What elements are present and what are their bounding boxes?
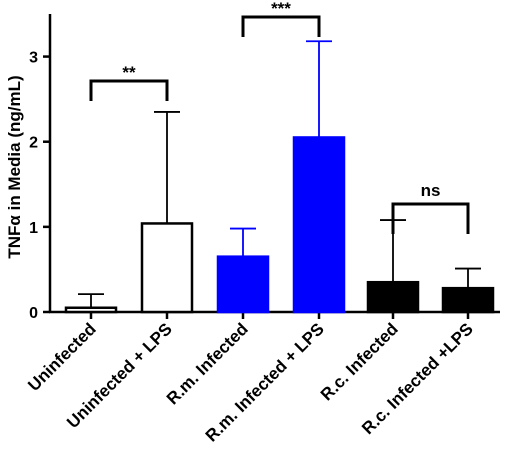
category-label: Uninfected (24, 319, 100, 395)
y-axis-label: TNFα in Media (ng/mL) (5, 75, 24, 258)
bar (140, 222, 194, 314)
significance-bracket (89, 79, 169, 101)
significance-label: *** (271, 0, 291, 18)
bar (441, 286, 495, 314)
significance-label: ** (122, 63, 136, 82)
bars (64, 136, 495, 314)
bar (366, 280, 420, 314)
significance-bracket (241, 15, 321, 37)
y-tick-label: 0 (29, 305, 38, 322)
bar (64, 306, 118, 314)
y-tick-label: 3 (29, 50, 38, 67)
y-tick-label: 1 (29, 220, 38, 237)
category-label: R.c. Infected (317, 319, 402, 404)
significance-bracket (391, 202, 470, 234)
significance-brackets: *****ns (89, 0, 470, 234)
y-tick-label: 2 (29, 135, 38, 152)
significance-label: ns (421, 181, 441, 200)
bar (292, 136, 346, 314)
bar (216, 255, 270, 314)
